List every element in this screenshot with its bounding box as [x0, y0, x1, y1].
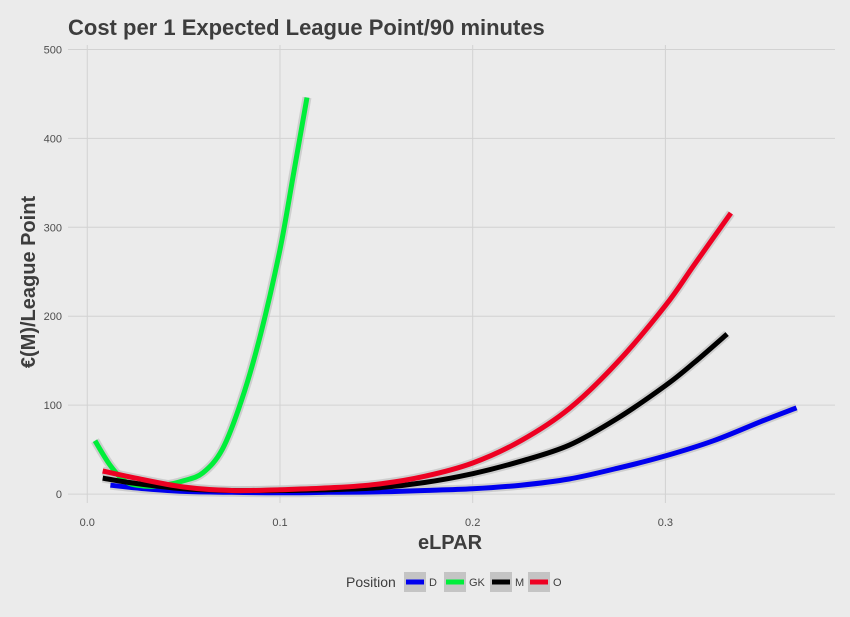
x-tick-label: 0.2 — [465, 517, 480, 529]
y-tick-label: 400 — [44, 133, 62, 145]
band-gk — [91, 96, 312, 491]
chart-title: Cost per 1 Expected League Point/90 minu… — [68, 15, 545, 40]
confidence-bands — [91, 96, 799, 498]
y-tick-label: 500 — [44, 44, 62, 56]
legend-title: Position — [346, 574, 396, 590]
series-lines — [92, 97, 798, 496]
y-tick-label: 100 — [44, 400, 62, 412]
legend-label-gk: GK — [469, 577, 486, 589]
tick-labels: 0.0 0.1 0.2 0.3 0 100 200 300 400 500 — [44, 44, 673, 529]
legend-label-m: M — [515, 577, 524, 589]
y-axis-title: €(M)/League Point — [18, 196, 40, 369]
x-axis-title: eLPAR — [418, 532, 483, 554]
y-tick-label: 300 — [44, 222, 62, 234]
band-o — [101, 210, 735, 496]
legend: Position D GK M O — [346, 572, 562, 592]
x-tick-label: 0.0 — [80, 517, 95, 529]
legend-label-d: D — [429, 577, 437, 589]
series-line-o — [102, 211, 733, 494]
y-tick-label: 0 — [56, 489, 62, 501]
y-tick-label: 200 — [44, 311, 62, 323]
x-tick-label: 0.3 — [658, 517, 673, 529]
x-tick-label: 0.1 — [272, 517, 287, 529]
legend-label-o: O — [553, 577, 562, 589]
